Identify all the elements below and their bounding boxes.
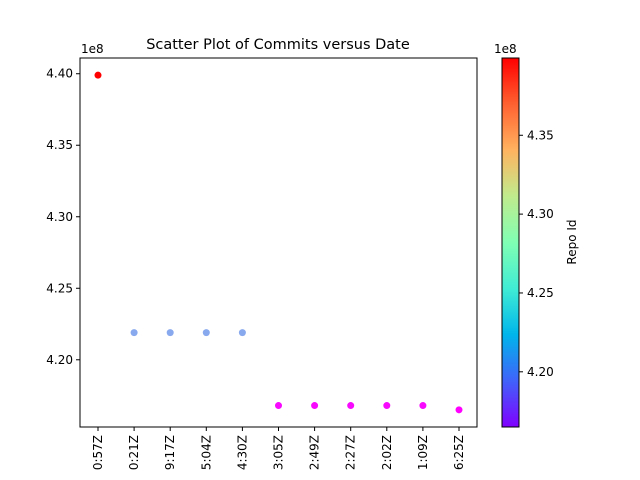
colorbar: 4.20 4.25 4.30 4.35 1e8 Repo Id xyxy=(494,42,579,428)
colorbar-tick-label: 4.20 xyxy=(527,365,554,379)
x-tick-label: 5:04Z xyxy=(199,435,213,470)
data-point xyxy=(202,329,210,337)
y-tick-label: 4.30 xyxy=(46,210,73,224)
x-tick-label: 0:57Z xyxy=(91,435,105,470)
colorbar-tick-label: 4.25 xyxy=(527,286,554,300)
data-point xyxy=(311,402,319,410)
data-point xyxy=(238,329,246,337)
data-point xyxy=(419,402,427,410)
x-tick-label: 3:05Z xyxy=(272,435,286,470)
data-point xyxy=(383,402,391,410)
x-tick-label: 0:21Z xyxy=(127,435,141,470)
y-axis-ticks: 4.20 4.25 4.30 4.35 4.40 xyxy=(46,67,80,367)
colorbar-frame xyxy=(501,57,520,428)
data-points xyxy=(94,71,463,414)
colorbar-tick-label: 4.35 xyxy=(527,128,554,142)
x-tick-label: 4:30Z xyxy=(235,435,249,470)
colorbar-gradient xyxy=(502,58,519,427)
data-point xyxy=(166,329,174,337)
y-axis-offset-label: 1e8 xyxy=(81,42,104,56)
chart-title: Scatter Plot of Commits versus Date xyxy=(146,37,410,53)
y-tick-label: 4.35 xyxy=(46,138,73,152)
colorbar-label: Repo Id xyxy=(565,219,579,264)
x-tick-label: 6:25Z xyxy=(452,435,466,470)
x-tick-label: 2:27Z xyxy=(344,435,358,470)
plot-frame xyxy=(79,57,478,428)
x-tick-label: 2:49Z xyxy=(308,435,322,470)
data-point xyxy=(347,402,355,410)
x-axis-ticks: 0:57Z 0:21Z 9:17Z 5:04Z 4:30Z 3:05Z 2:49Z 2:27Z… xyxy=(91,427,466,470)
data-point xyxy=(94,71,102,79)
colorbar-ticks: 4.20 4.25 4.30 4.35 xyxy=(519,128,554,379)
y-tick-label: 4.25 xyxy=(46,281,73,295)
data-point xyxy=(455,406,463,414)
x-tick-label: 1:09Z xyxy=(416,435,430,470)
y-tick-label: 4.40 xyxy=(46,67,73,81)
x-tick-label: 9:17Z xyxy=(163,435,177,470)
data-point xyxy=(275,402,282,410)
data-point xyxy=(130,329,138,337)
colorbar-offset-label: 1e8 xyxy=(494,42,517,56)
y-tick-label: 4.20 xyxy=(46,353,73,367)
colorbar-tick-label: 4.30 xyxy=(527,207,554,221)
x-tick-label: 2:02Z xyxy=(380,435,394,470)
